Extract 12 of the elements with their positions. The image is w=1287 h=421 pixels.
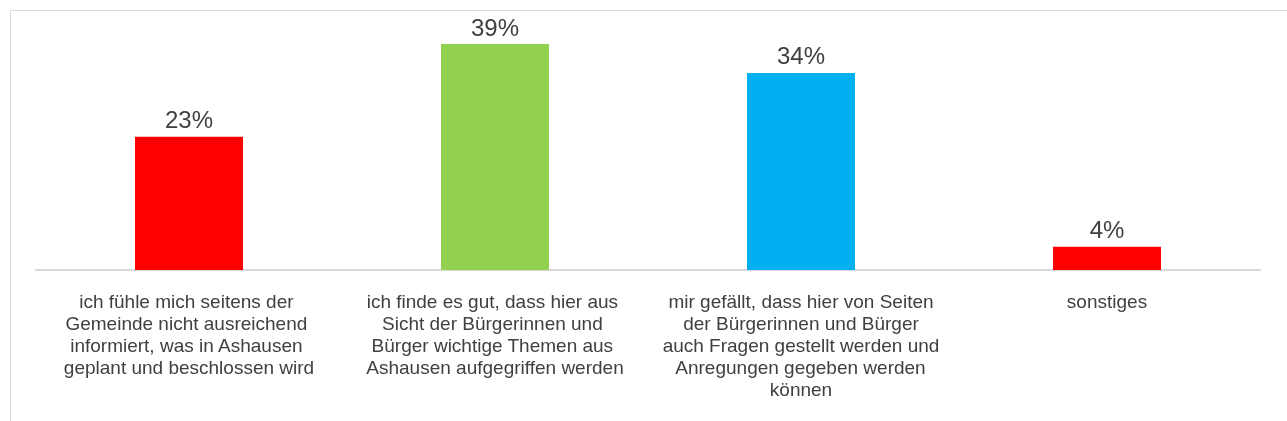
bar xyxy=(1053,246,1161,270)
bar xyxy=(747,72,855,270)
data-label: 23% xyxy=(164,106,214,134)
data-label: 4% xyxy=(1089,216,1125,244)
x-tick-label: ich fühle mich seitens der Gemeinde nicht ausreichend informiert, was in Ashausen geplant und beschlossen wird xyxy=(63,290,315,378)
x-tick-label: mir gefällt, dass hier von Seiten der Bürgerinnen und Bürger auch Fragen gestellt werden und Anregungen gegeben werden können xyxy=(662,290,940,400)
data-label: 34% xyxy=(776,42,826,70)
x-tick-label: sonstiges xyxy=(1066,290,1148,312)
bar xyxy=(135,136,243,270)
x-tick-label: ich finde es gut, dass hier aus Sicht der Bürgerinnen und Bürger wichtige Themen aus Ashausen aufgegriffen werden xyxy=(366,290,624,378)
bar xyxy=(441,44,549,270)
data-label: 39% xyxy=(470,13,520,41)
